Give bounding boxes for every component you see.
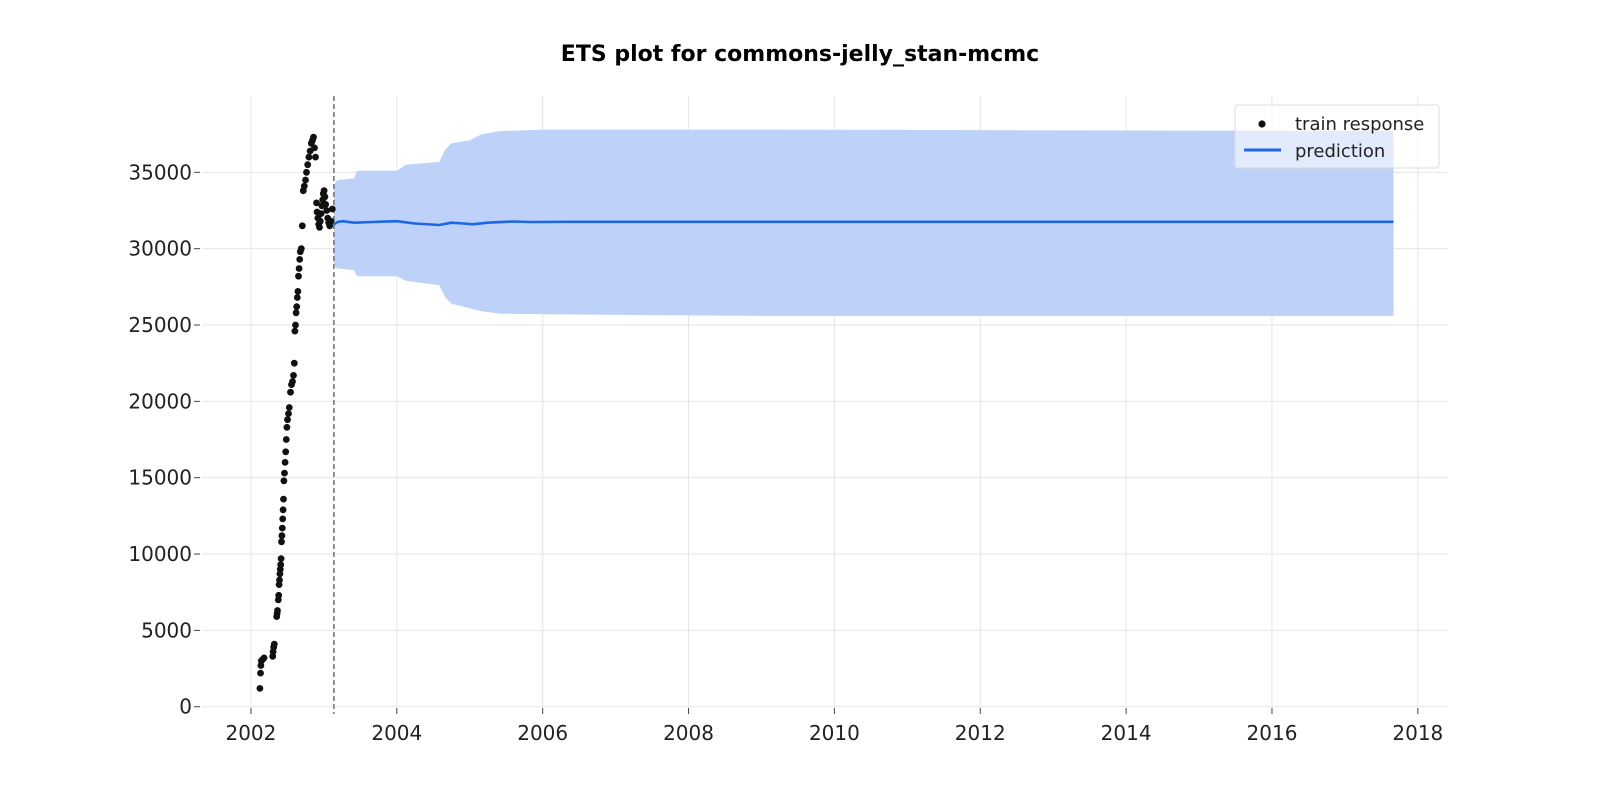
train-response-point: [298, 222, 306, 230]
x-tick-label: 2016: [1247, 721, 1298, 745]
prediction-series: [333, 219, 1394, 227]
y-tick-label: 20000: [128, 389, 192, 413]
legend-box: [1234, 104, 1440, 169]
y-axis: 0 5000 10000 15000 20000 25000 30000 35000: [128, 160, 200, 719]
train-response-point: [296, 256, 304, 263]
y-tick-label: 0: [179, 695, 192, 719]
train-response-point: [287, 388, 294, 396]
train-response-point: [276, 576, 283, 584]
y-tick-label: 35000: [128, 160, 192, 184]
x-tick-label: 2010: [809, 721, 860, 745]
train-response-point: [281, 459, 289, 466]
train-response-point: [283, 423, 291, 431]
train-response-point: [281, 469, 288, 477]
train-response-point: [316, 223, 323, 231]
train-response-point: [311, 144, 318, 152]
y-tick-label: 25000: [128, 313, 192, 337]
y-tick-label: 5000: [141, 618, 192, 642]
train-response-point: [280, 495, 287, 503]
x-tick-label: 2012: [955, 721, 1006, 745]
legend: train response prediction: [1234, 104, 1440, 169]
train-response-point: [278, 538, 285, 546]
train-response-point: [285, 410, 292, 417]
train-response-point: [290, 372, 297, 379]
x-tick-label: 2014: [1101, 721, 1152, 745]
train-response-point: [285, 404, 293, 411]
train-response-point: [312, 153, 319, 161]
train-response-point: [320, 187, 328, 195]
train-response-point: [291, 327, 299, 335]
train-response-point: [292, 321, 299, 329]
train-response-point: [277, 561, 285, 569]
y-tick-label: 15000: [128, 466, 192, 490]
x-tick-label: 2018: [1392, 721, 1443, 745]
train-response-point: [278, 524, 286, 532]
train-response-point: [292, 309, 300, 317]
train-response-point: [304, 161, 312, 169]
train-response-point: [270, 640, 278, 648]
train-response-point: [303, 168, 310, 176]
train-response-point: [293, 294, 301, 301]
train-response-point: [302, 176, 309, 184]
x-tick-label: 2002: [225, 721, 276, 745]
train-response-point: [316, 217, 324, 225]
train-response-point: [327, 217, 335, 225]
train-response-series: [256, 133, 336, 692]
train-response-point: [278, 532, 286, 540]
prediction-line: [333, 219, 1394, 227]
legend-train-marker: [1258, 120, 1266, 128]
train-response-point: [328, 205, 336, 213]
train-response-point: [293, 303, 301, 311]
y-tick-label: 10000: [128, 542, 192, 566]
train-response-point: [274, 607, 281, 614]
train-response-point: [300, 182, 308, 190]
train-response-point: [257, 669, 264, 677]
train-response-point: [305, 153, 313, 161]
train-response-point: [279, 506, 287, 514]
y-tick-label: 30000: [128, 237, 192, 261]
train-response-point: [290, 359, 298, 367]
train-response-point: [279, 515, 287, 523]
train-response-point: [280, 477, 288, 485]
x-tick-label: 2008: [663, 721, 714, 745]
train-response-point: [295, 272, 302, 280]
train-response-point: [256, 685, 264, 692]
train-response-point: [323, 207, 331, 214]
train-response-point: [294, 288, 302, 295]
x-axis: 2002 2004 2006 2008 2010 2012 2014 2016 2018: [225, 708, 1443, 745]
train-response-point: [321, 193, 329, 201]
x-tick-label: 2006: [517, 721, 568, 745]
train-response-point: [275, 591, 283, 599]
train-response-point: [277, 555, 285, 562]
train-response-point: [310, 133, 317, 141]
legend-train-label: train response: [1295, 114, 1424, 135]
train-response-point: [260, 654, 268, 662]
train-response-point: [317, 210, 325, 218]
chart-title: ETS plot for commons-jelly_stan-mcmc: [561, 42, 1039, 67]
train-response-point: [289, 378, 296, 385]
x-tick-label: 2004: [371, 721, 422, 745]
train-response-point: [295, 265, 303, 272]
legend-prediction-label: prediction: [1295, 141, 1385, 162]
train-response-point: [282, 448, 290, 456]
train-response-point: [297, 245, 305, 253]
train-response-point: [313, 199, 320, 207]
train-response-point: [282, 436, 290, 443]
train-response-point: [284, 416, 291, 424]
train-response-point: [322, 201, 330, 208]
